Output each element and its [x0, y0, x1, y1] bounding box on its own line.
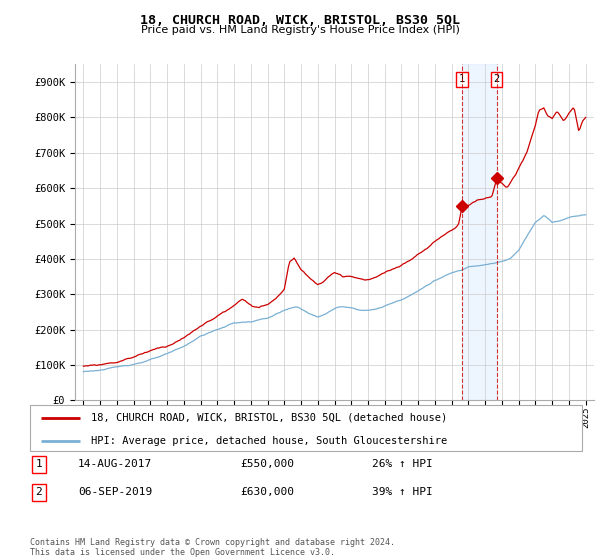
- Text: 2: 2: [494, 74, 500, 85]
- Text: 18, CHURCH ROAD, WICK, BRISTOL, BS30 5QL: 18, CHURCH ROAD, WICK, BRISTOL, BS30 5QL: [140, 14, 460, 27]
- Text: 1: 1: [459, 74, 465, 85]
- Text: 14-AUG-2017: 14-AUG-2017: [78, 459, 152, 469]
- Text: 39% ↑ HPI: 39% ↑ HPI: [372, 487, 433, 497]
- Text: 2: 2: [35, 487, 43, 497]
- Text: Price paid vs. HM Land Registry's House Price Index (HPI): Price paid vs. HM Land Registry's House …: [140, 25, 460, 35]
- Text: Contains HM Land Registry data © Crown copyright and database right 2024.
This d: Contains HM Land Registry data © Crown c…: [30, 538, 395, 557]
- Text: 06-SEP-2019: 06-SEP-2019: [78, 487, 152, 497]
- Text: 18, CHURCH ROAD, WICK, BRISTOL, BS30 5QL (detached house): 18, CHURCH ROAD, WICK, BRISTOL, BS30 5QL…: [91, 413, 447, 423]
- Text: £630,000: £630,000: [240, 487, 294, 497]
- Text: 1: 1: [35, 459, 43, 469]
- Text: 26% ↑ HPI: 26% ↑ HPI: [372, 459, 433, 469]
- Text: HPI: Average price, detached house, South Gloucestershire: HPI: Average price, detached house, Sout…: [91, 436, 447, 446]
- FancyBboxPatch shape: [30, 405, 582, 451]
- Text: £550,000: £550,000: [240, 459, 294, 469]
- Bar: [462, 64, 497, 400]
